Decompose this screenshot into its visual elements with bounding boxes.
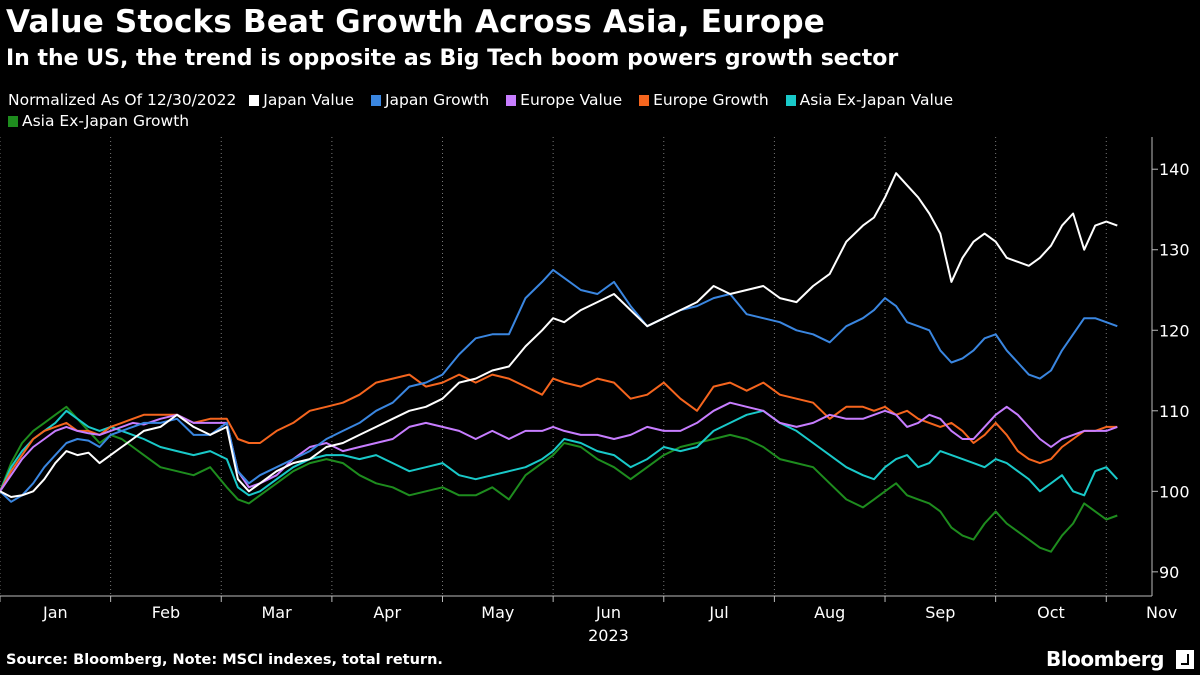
x-tick-label: Jan	[42, 603, 68, 622]
legend-swatch	[639, 95, 650, 106]
x-tick-label: Nov	[1146, 603, 1177, 622]
legend-label: Europe Growth	[653, 91, 769, 109]
legend-note: Normalized As Of 12/30/2022	[8, 91, 237, 109]
x-tick-label: May	[481, 603, 514, 622]
x-tick-label: Aug	[814, 603, 845, 622]
legend-swatch	[785, 95, 796, 106]
series-line-asia-ex-japan-growth	[0, 405, 1118, 553]
legend-item-japan-value: Japan Value	[249, 90, 354, 111]
y-tick-label: 110	[1159, 402, 1190, 421]
series-line-japan-value	[0, 172, 1118, 498]
legend-swatch	[249, 95, 260, 106]
x-tick-label: Jun	[595, 603, 621, 622]
legend-swatch	[8, 116, 18, 127]
legend-item-europe-growth: Europe Growth	[639, 90, 769, 111]
chart-title: Value Stocks Beat Growth Across Asia, Eu…	[6, 4, 825, 40]
source-note: Source: Bloomberg, Note: MSCI indexes, t…	[6, 652, 443, 668]
x-tick-label: Oct	[1037, 603, 1065, 622]
legend-item-asia-ex-japan-growth: Asia Ex-Japan Growth	[8, 111, 189, 132]
legend-swatch	[370, 95, 381, 106]
x-tick-label: Jul	[708, 603, 728, 622]
legend-item-asia-ex-japan-value: Asia Ex-Japan Value	[785, 90, 954, 111]
legend-item-japan-growth: Japan Growth	[370, 90, 490, 111]
x-year-label: 2023	[588, 626, 629, 645]
y-tick-label: 120	[1159, 321, 1190, 340]
x-tick-label: Mar	[261, 603, 292, 622]
legend-label: Asia Ex-Japan Value	[799, 91, 954, 109]
series-line-asia-ex-japan-value	[0, 409, 1119, 497]
y-tick-label: 90	[1159, 563, 1179, 582]
line-chart: 90 100 110 120 130 140 Jan Feb Mar Apr May Jun Jul Au…	[0, 137, 1190, 645]
legend-item-europe-value: Europe Value	[506, 90, 622, 111]
series-line-europe-growth	[0, 373, 1118, 492]
y-tick-label: 140	[1159, 160, 1190, 179]
legend: Normalized As Of 12/30/2022 Japan Value …	[8, 90, 1098, 132]
chart-subtitle: In the US, the trend is opposite as Big …	[6, 46, 899, 71]
legend-swatch	[506, 95, 517, 106]
legend-label: Europe Value	[520, 91, 623, 109]
series-line-europe-value	[0, 401, 1118, 492]
legend-label: Asia Ex-Japan Growth	[22, 112, 190, 130]
x-tick-label: Apr	[373, 603, 401, 622]
legend-label: Japan Value	[263, 91, 355, 109]
bloomberg-logo-icon	[1176, 650, 1194, 669]
x-tick-label: Feb	[152, 603, 180, 622]
brand-logo-text: Bloomberg	[1046, 647, 1164, 671]
legend-label: Japan Growth	[384, 91, 490, 109]
series-line-japan-growth	[0, 268, 1118, 503]
y-tick-label: 100	[1159, 482, 1190, 501]
y-tick-label: 130	[1159, 241, 1190, 260]
x-tick-label: Sep	[925, 603, 955, 622]
